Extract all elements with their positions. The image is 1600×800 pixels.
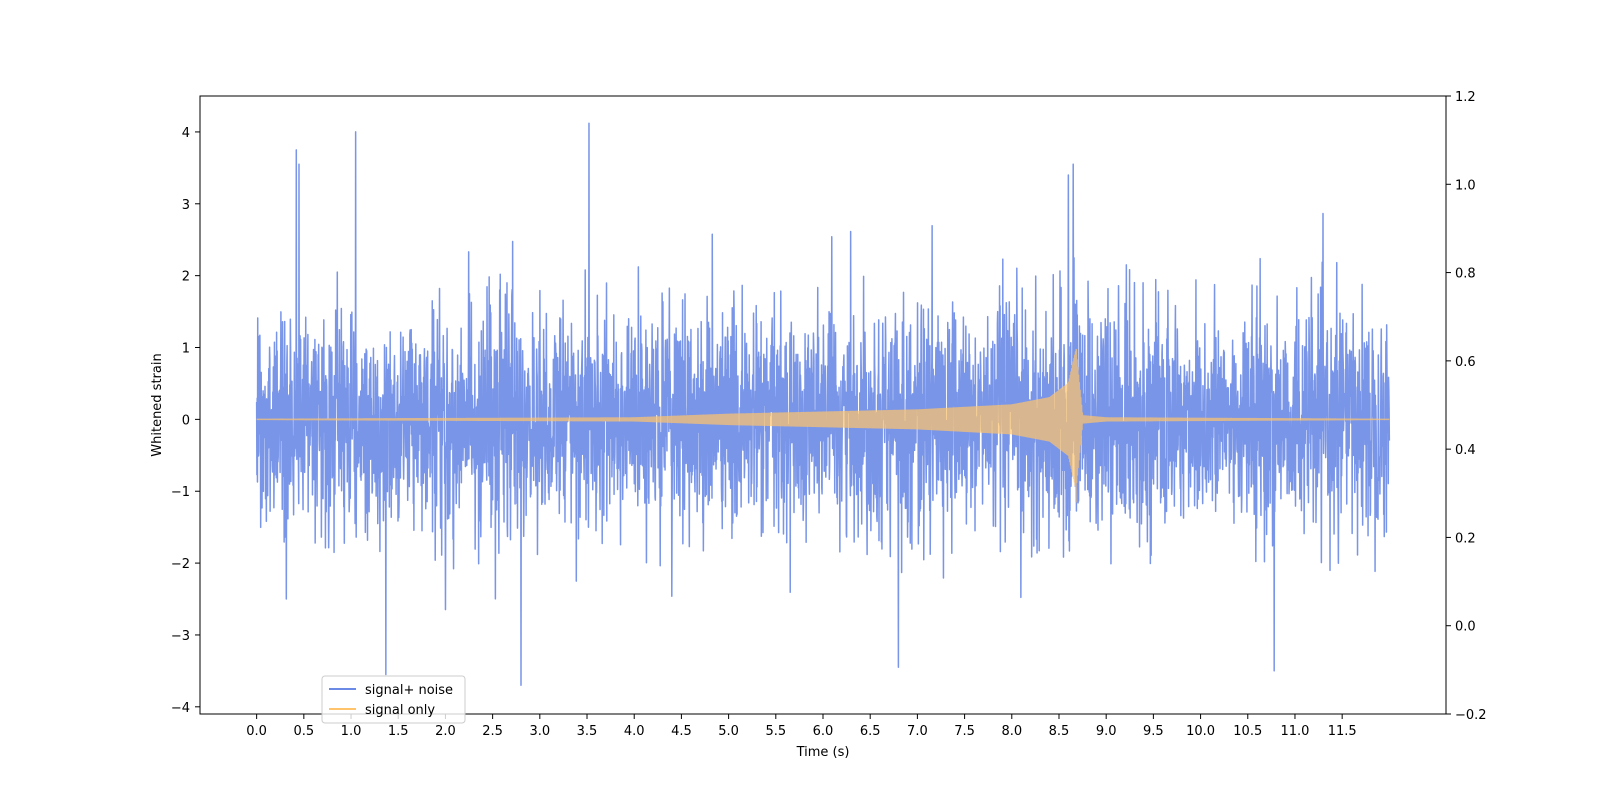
y2-tick-label-2: 0.2 — [1455, 531, 1476, 546]
x-axis: 0.0 0.5 1.0 1.5 2.0 2.5 3.0 3.5 4.0 4.5 5.0 5.5 6.0 6… — [246, 714, 1357, 739]
y-axis-right: −0.2 0.0 0.2 0.4 0.6 0.8 1.0 1.2 — [1446, 90, 1487, 723]
y-tick-label-0: −4 — [171, 701, 190, 716]
x-tick-label-10-0: 10.0 — [1186, 724, 1215, 739]
y2-tick-label-4: 0.6 — [1455, 355, 1476, 370]
x-tick-label-6-0: 6.0 — [813, 724, 834, 739]
y-tick-label-1: −3 — [171, 629, 190, 644]
y-axis-title: Whitened strain — [150, 353, 165, 456]
x-tick-label-4-5: 4.5 — [671, 724, 692, 739]
x-tick-label-1-5: 1.5 — [388, 724, 409, 739]
y-tick-label-8: 4 — [182, 126, 190, 141]
y2-tick-label-6: 1.0 — [1455, 178, 1476, 193]
x-tick-label-11-5: 11.5 — [1328, 724, 1357, 739]
y-tick-label-5: 1 — [182, 342, 190, 357]
x-tick-label-0-0: 0.0 — [246, 724, 267, 739]
x-tick-label-9-0: 9.0 — [1096, 724, 1117, 739]
legend-label-signal-noise: signal+ noise — [365, 683, 453, 698]
x-tick-label-4-0: 4.0 — [624, 724, 645, 739]
x-tick-label-7-0: 7.0 — [907, 724, 928, 739]
legend-box — [321, 675, 466, 724]
y-tick-label-7: 3 — [182, 198, 190, 213]
x-tick-label-10-5: 10.5 — [1233, 724, 1262, 739]
y2-tick-label-7: 1.2 — [1455, 90, 1476, 105]
x-tick-label-9-5: 9.5 — [1143, 724, 1164, 739]
y-tick-label-6: 2 — [182, 270, 190, 285]
x-tick-label-11-0: 11.0 — [1280, 724, 1309, 739]
x-tick-label-3-5: 3.5 — [577, 724, 598, 739]
x-axis-title: Time (s) — [796, 745, 850, 760]
y2-tick-label-1: 0.0 — [1455, 620, 1476, 635]
y-tick-label-4: 0 — [182, 413, 190, 428]
y2-tick-label-3: 0.4 — [1455, 443, 1476, 458]
x-tick-label-2-5: 2.5 — [482, 724, 503, 739]
x-tick-label-5-0: 5.0 — [718, 724, 739, 739]
x-tick-label-6-5: 6.5 — [860, 724, 881, 739]
y-axis-left: −4 −3 −2 −1 0 1 2 3 4 — [171, 126, 200, 716]
y2-tick-label-5: 0.8 — [1455, 267, 1476, 282]
x-tick-label-5-5: 5.5 — [765, 724, 786, 739]
series-line-signal-only — [256, 348, 1390, 503]
x-tick-label-1-0: 1.0 — [341, 724, 362, 739]
x-tick-label-0-5: 0.5 — [293, 724, 314, 739]
x-tick-label-3-0: 3.0 — [529, 724, 550, 739]
series-line-signal-noise — [255, 122, 1391, 687]
y-tick-label-2: −2 — [171, 557, 190, 572]
x-tick-label-8-0: 8.0 — [1001, 724, 1022, 739]
x-tick-label-2-0: 2.0 — [435, 724, 456, 739]
legend-label-signal-only: signal only — [365, 703, 435, 718]
y2-tick-label-0: −0.2 — [1455, 708, 1487, 723]
x-tick-label-7-5: 7.5 — [954, 724, 975, 739]
x-tick-label-8-5: 8.5 — [1049, 724, 1070, 739]
legend: signal+ noise signal only — [321, 675, 466, 724]
series-layer — [255, 122, 1391, 687]
y-tick-label-3: −1 — [171, 485, 190, 500]
